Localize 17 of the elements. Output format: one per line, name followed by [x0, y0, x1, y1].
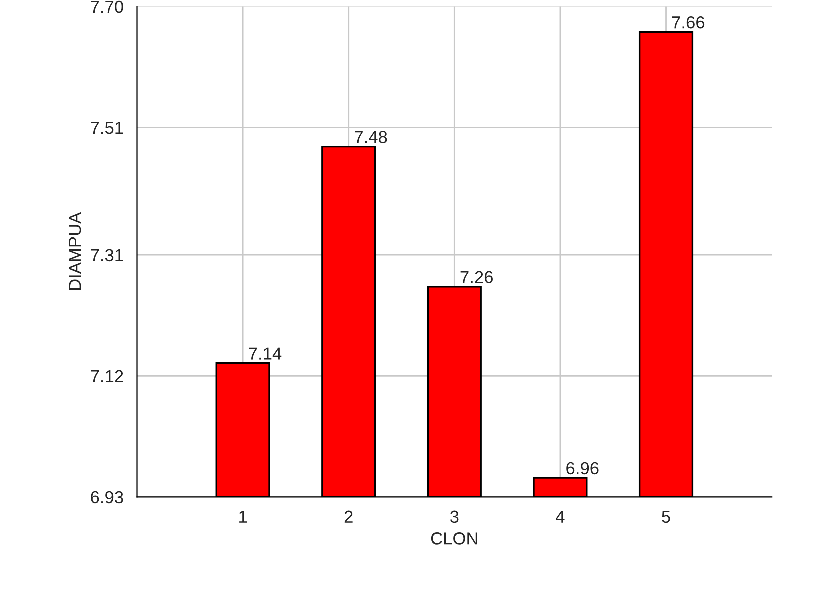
x-tick-label: 2 [344, 510, 353, 523]
data-label: 7.66 [672, 16, 705, 29]
x-tick-label: 1 [240, 510, 248, 523]
data-label: 7.14 [249, 348, 282, 360]
data-label: 7.48 [355, 131, 388, 144]
x-axis-title: CLON [431, 532, 478, 545]
y-tick-label: 6.93 [91, 491, 124, 504]
y-axis-title: DIAMPUA [69, 212, 82, 290]
x-tick-label: 5 [662, 510, 670, 524]
data-label: 6.96 [566, 462, 599, 475]
y-tick-label: 7.51 [91, 122, 124, 134]
x-tick-label: 3 [450, 510, 459, 524]
data-label: 7.26 [460, 271, 493, 284]
x-tick-label: 4 [556, 510, 565, 523]
y-tick-label: 7.31 [91, 249, 124, 262]
y-tick-label: 7.70 [91, 0, 124, 14]
y-tick-label: 7.12 [91, 370, 124, 382]
